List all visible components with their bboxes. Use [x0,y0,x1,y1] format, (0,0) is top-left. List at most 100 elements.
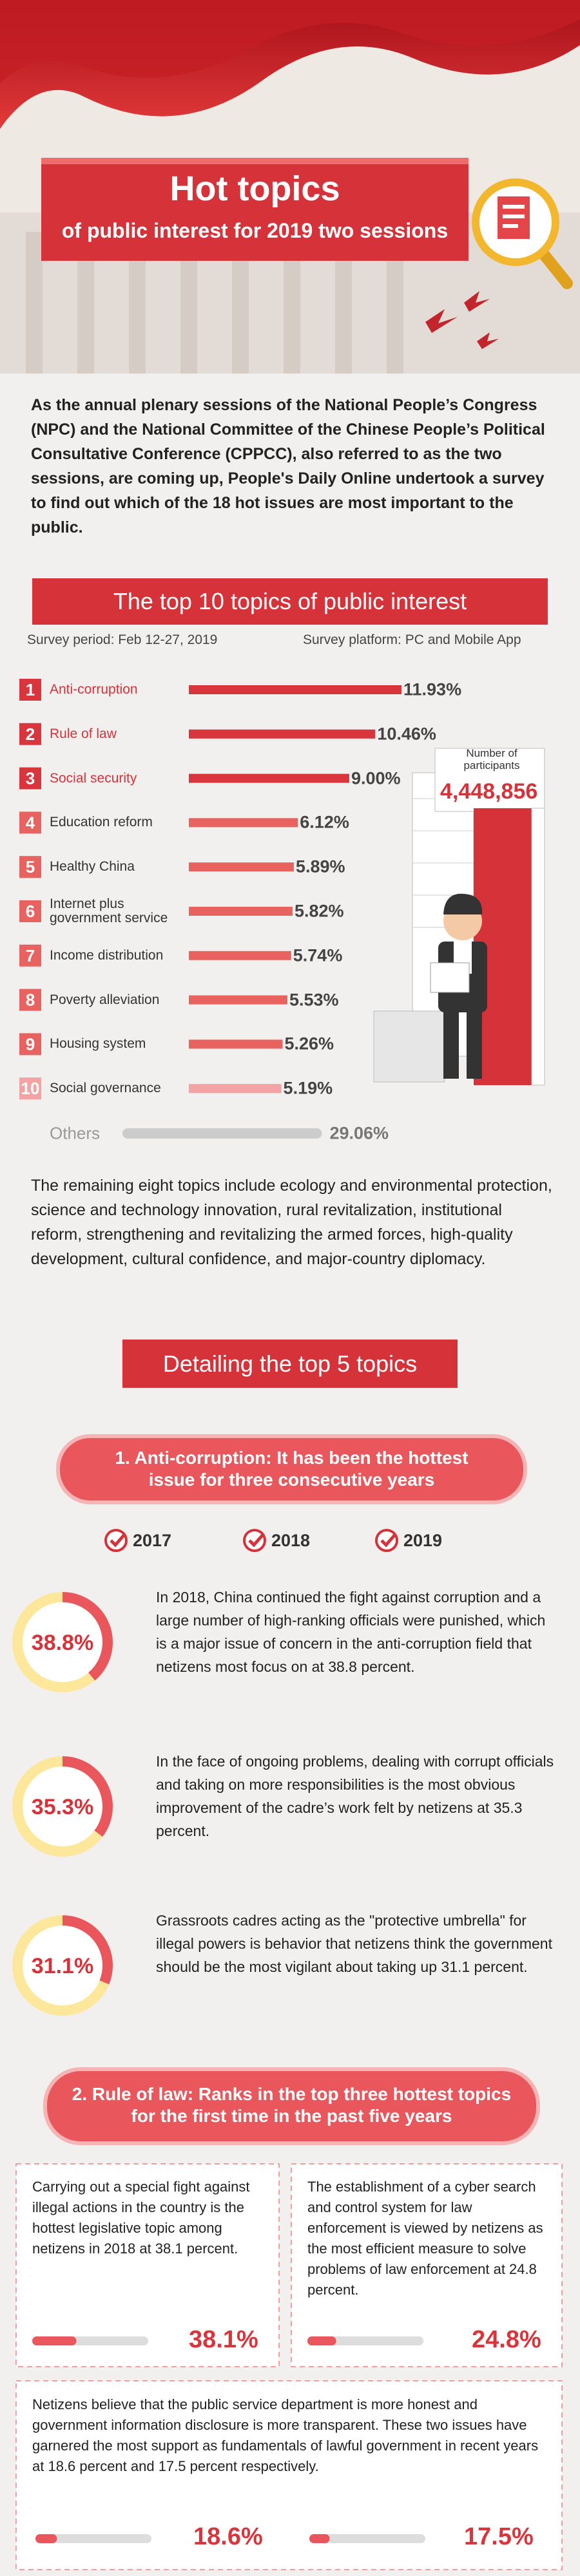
rank: 6 [26,902,35,921]
category-label: Rule of law [50,726,117,741]
section1-title: 1. Anti-corruption: It has been the hott… [115,1448,469,1490]
progress-bar [309,2534,330,2543]
bar [189,995,287,1005]
others-label: Others [50,1123,101,1143]
section2-title: 2. Rule of law: Ranks in the top three h… [72,2084,512,2126]
year: 2018 [271,1531,310,1550]
ring-label: 35.3% [32,1795,93,1819]
check-mark [110,1533,126,1548]
rank-box [19,767,41,790]
rank-box [19,679,41,701]
rank: 8 [26,990,35,1010]
card-value: 17.5% [464,2523,534,2550]
item-text: In 2018, China continued the fight again… [156,1589,546,1675]
value-label: 11.93% [403,679,462,699]
card-value: 18.6% [193,2523,263,2550]
bar [122,1128,322,1139]
details-heading: Detailing the top 5 topics [162,1350,418,1377]
rank: 3 [26,769,35,788]
progress-bar [32,2336,77,2345]
progress-track [309,2534,425,2543]
card-text: The establishment of a cyber search and … [307,2179,543,2298]
bar [189,862,294,872]
category-label: Healthy China [50,859,135,875]
check-mark [380,1533,396,1548]
rank-box [19,944,41,967]
section1-pill [56,1434,527,1504]
bar [189,907,293,916]
card-value: 38.1% [189,2326,258,2353]
rank-box [19,811,41,834]
progress-track [35,2534,151,2543]
item-text: In the face of ongoing problems, dealing… [156,1753,554,1839]
category-label: Social security [50,770,137,786]
value-label: 5.82% [294,901,344,921]
survey-platform: Survey platform: PC and Mobile App [303,632,521,647]
bar [189,1084,282,1094]
bar [189,729,376,739]
value-label: 10.46% [377,724,436,744]
value-label: 29.06% [329,1123,389,1143]
value-label: 5.89% [295,857,345,876]
category-label: Anti-corruption [50,682,138,697]
progress-bar [35,2534,57,2543]
rank-box [19,723,41,745]
ring-label: 38.8% [32,1631,93,1655]
card [15,2163,280,2367]
rank-box [19,1033,41,1056]
value-label: 5.19% [283,1078,333,1098]
rank-box [19,856,41,878]
details-band [122,1340,458,1388]
progress-bar [307,2336,336,2345]
rank-box [19,1077,41,1100]
birds [425,291,499,349]
check-mark [248,1533,264,1548]
bar [189,1039,283,1049]
rank: 5 [26,857,35,876]
card-text: Carrying out a special fight against ill… [32,2179,250,2257]
rank-box [19,989,41,1011]
ring [12,1592,113,1692]
year: 2017 [133,1531,171,1550]
survey-period: Survey period: Feb 12-27, 2019 [27,632,218,647]
category-label: Income distribution [50,947,164,963]
card-text: Netizens believe that the public service… [32,2396,539,2474]
value-label: 5.74% [293,945,343,965]
participants: 4,448,856 [440,779,538,804]
rank: 2 [26,724,35,744]
section2-pill [43,2067,540,2145]
title-box-edge [41,158,469,164]
value-label: 9.00% [351,768,401,788]
rank: 4 [26,813,35,832]
title: Hot topics [169,169,340,208]
category-label: Internet plus government service [50,896,168,925]
check-icon [375,1529,398,1552]
rank: 10 [21,1079,40,1098]
card-value: 24.8% [472,2326,541,2353]
ring-label: 31.1% [32,1954,93,1978]
ring [12,1756,113,1857]
bar [189,951,291,960]
rank-box [19,900,41,922]
category-label: Poverty alleviation [50,992,160,1007]
progress-track [307,2336,423,2345]
intro: As the annual plenary sessions of the Na… [31,396,545,536]
title-box [41,158,469,261]
participants-label: Number of participants [463,747,520,772]
curtain-fold [0,0,580,84]
item-text: Grassroots cadres acting as the "protect… [156,1912,552,1975]
check-icon [243,1529,266,1552]
bar [189,773,349,783]
category-label: Social governance [50,1081,161,1096]
value-label: 6.12% [300,812,349,832]
illustration [373,748,545,1086]
rank: 1 [26,680,35,699]
magnifier-icon [472,178,573,289]
card [291,2163,563,2367]
check-icon [104,1529,128,1552]
subtitle: of public interest for 2019 two sessions [61,219,449,242]
ring [12,1915,113,2016]
remaining: The remaining eight topics include ecolo… [31,1177,552,1268]
category-label: Education reform [50,815,153,830]
